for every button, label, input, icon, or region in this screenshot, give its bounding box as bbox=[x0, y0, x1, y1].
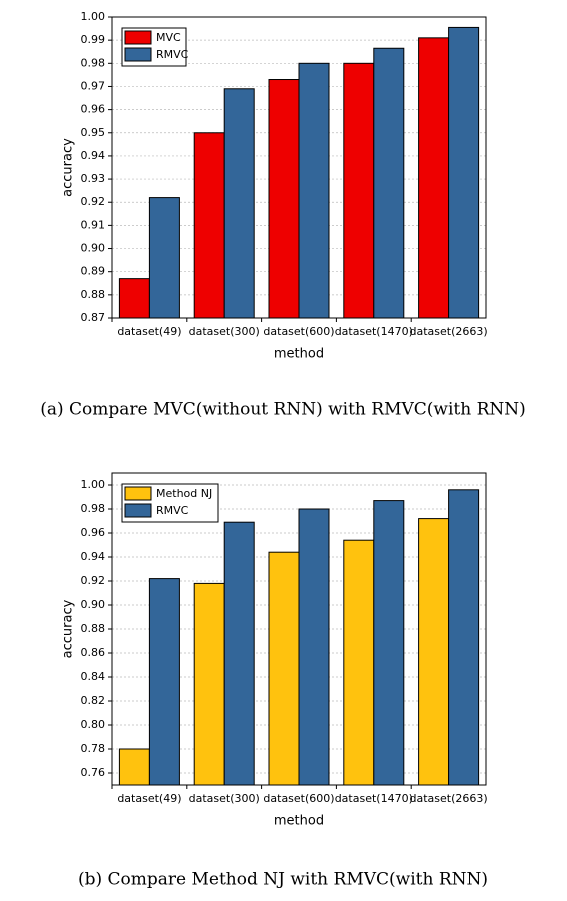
x-tick-label: dataset(600) bbox=[263, 325, 334, 338]
caption: (a) Compare MVC(without RNN) with RMVC(w… bbox=[40, 400, 526, 420]
bar bbox=[448, 26, 480, 319]
legend-label: Method NJ bbox=[156, 487, 212, 500]
x-tick-label: dataset(2663) bbox=[410, 792, 488, 805]
y-axis-label: accuracy bbox=[61, 138, 76, 197]
x-tick-label: dataset(1470) bbox=[335, 792, 413, 805]
y-tick-label: 0.96 bbox=[81, 103, 106, 116]
legend-label: RMVC bbox=[156, 504, 189, 517]
legend-swatch bbox=[124, 30, 152, 45]
y-tick-label: 0.90 bbox=[81, 242, 106, 255]
bar bbox=[298, 62, 330, 319]
bar bbox=[343, 539, 375, 786]
bar bbox=[148, 197, 180, 319]
bar bbox=[118, 748, 150, 786]
bar bbox=[418, 37, 450, 319]
bar bbox=[298, 508, 330, 786]
bar bbox=[193, 582, 225, 786]
x-tick-label: dataset(300) bbox=[189, 325, 260, 338]
bar bbox=[223, 521, 255, 786]
y-tick-label: 0.94 bbox=[81, 149, 106, 162]
x-tick-label: dataset(600) bbox=[263, 792, 334, 805]
y-tick-label: 0.82 bbox=[81, 694, 106, 707]
y-tick-label: 0.84 bbox=[81, 670, 106, 683]
bar bbox=[418, 518, 450, 786]
bar bbox=[448, 489, 480, 786]
x-axis-label: method bbox=[274, 347, 324, 362]
bar bbox=[343, 62, 375, 319]
bar bbox=[193, 132, 225, 319]
y-tick-label: 0.97 bbox=[81, 79, 106, 92]
y-tick-label: 0.80 bbox=[81, 718, 106, 731]
legend-swatch bbox=[124, 47, 152, 62]
bar bbox=[118, 278, 150, 319]
bar bbox=[148, 578, 180, 786]
y-tick-label: 0.93 bbox=[81, 172, 106, 185]
bar bbox=[373, 500, 405, 786]
x-tick-label: dataset(2663) bbox=[410, 325, 488, 338]
y-tick-label: 0.98 bbox=[81, 56, 106, 69]
y-tick-label: 0.98 bbox=[81, 502, 106, 515]
y-tick-label: 0.87 bbox=[81, 311, 106, 324]
bar bbox=[268, 551, 300, 786]
x-tick-label: dataset(49) bbox=[117, 325, 181, 338]
x-tick-label: dataset(300) bbox=[189, 792, 260, 805]
bar bbox=[268, 79, 300, 319]
y-tick-label: 0.92 bbox=[81, 574, 106, 587]
y-axis-label: accuracy bbox=[61, 599, 76, 658]
y-tick-label: 0.92 bbox=[81, 195, 106, 208]
y-tick-label: 0.95 bbox=[81, 126, 106, 139]
y-tick-label: 0.94 bbox=[81, 550, 106, 563]
y-tick-label: 0.91 bbox=[81, 218, 106, 231]
y-tick-label: 0.99 bbox=[81, 33, 106, 46]
y-tick-label: 0.88 bbox=[81, 288, 106, 301]
x-axis-label: method bbox=[274, 814, 324, 829]
y-tick-label: 0.78 bbox=[81, 742, 106, 755]
bar bbox=[223, 88, 255, 319]
legend-label: MVC bbox=[156, 31, 181, 44]
caption: (b) Compare Method NJ with RMVC(with RNN… bbox=[78, 870, 488, 890]
x-tick-label: dataset(49) bbox=[117, 792, 181, 805]
legend-label: RMVC bbox=[156, 48, 189, 61]
y-tick-label: 1.00 bbox=[81, 10, 106, 23]
legend-swatch bbox=[124, 486, 152, 501]
y-tick-label: 0.96 bbox=[81, 526, 106, 539]
bar bbox=[373, 47, 405, 319]
y-tick-label: 1.00 bbox=[81, 478, 106, 491]
legend-swatch bbox=[124, 503, 152, 518]
y-tick-label: 0.86 bbox=[81, 646, 106, 659]
plot-frame bbox=[111, 16, 487, 319]
x-tick-label: dataset(1470) bbox=[335, 325, 413, 338]
y-tick-label: 0.89 bbox=[81, 265, 106, 278]
y-tick-label: 0.76 bbox=[81, 766, 106, 779]
y-tick-label: 0.88 bbox=[81, 622, 106, 635]
plot-frame bbox=[111, 472, 487, 786]
y-tick-label: 0.90 bbox=[81, 598, 106, 611]
